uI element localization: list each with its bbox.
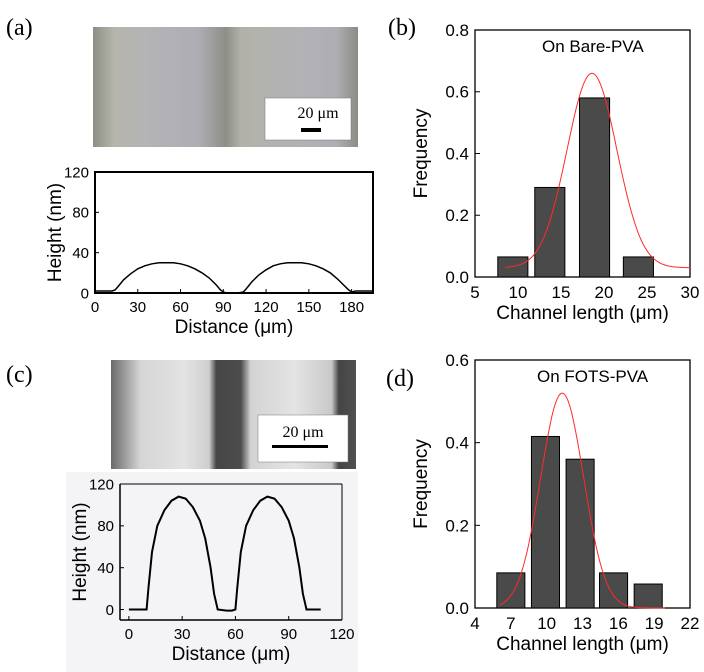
y-tick-label: 120: [64, 164, 89, 181]
x-tick-label: 22: [681, 614, 700, 633]
scale-bar-label-c: 20 μm: [282, 424, 324, 441]
y-tick-label: 0.6: [445, 83, 469, 102]
panel-label-b: (b): [388, 15, 416, 41]
micrograph-a: 20 μm: [93, 27, 358, 147]
x-tick-label: 4: [470, 614, 479, 633]
x-axis-label: Channel length (μm): [496, 634, 669, 655]
gaussian-fit-curve: [505, 72, 691, 269]
plot-frame: [94, 171, 374, 294]
height-profile-line: [128, 495, 321, 612]
x-tick-label: 90: [280, 626, 297, 643]
x-tick-label: 10: [537, 614, 556, 633]
y-axis-label: Frequency: [411, 439, 432, 529]
x-tick-label: 25: [638, 283, 657, 302]
x-tick-label: 13: [573, 614, 592, 633]
panel-label-c: (c): [6, 362, 33, 388]
y-tick-label: 0.0: [445, 599, 469, 618]
micrograph-c: 20 μm: [111, 360, 356, 469]
x-tick-label: 5: [470, 283, 479, 302]
x-tick-label: 90: [215, 299, 232, 316]
y-tick-label: 0.4: [445, 434, 469, 453]
y-tick-label: 0: [81, 285, 89, 302]
histogram-bar: [496, 572, 526, 609]
x-tick-label: 10: [509, 283, 528, 302]
x-tick-label: 60: [227, 626, 244, 643]
y-tick-label: 0.6: [445, 351, 469, 370]
x-tick-label: 20: [595, 283, 614, 302]
x-tick-label: 15: [552, 283, 571, 302]
panel-label-d: (d): [386, 366, 414, 392]
gaussian-fit-curve: [499, 392, 665, 609]
histogram-bar: [530, 435, 561, 609]
y-tick-label: 0.2: [445, 206, 469, 225]
x-axis-label: Channel length (μm): [496, 303, 669, 324]
y-tick-label: 80: [72, 205, 89, 222]
x-tick-label: 60: [172, 299, 189, 316]
chart-b: 5 10 15 20 25 30 0.0 0.2 0.4 0.6 0.8 Channel length…: [411, 21, 699, 324]
scale-bar-box-c: [257, 414, 349, 463]
scale-bar-c: [272, 445, 328, 448]
histogram-bar: [599, 572, 629, 609]
y-tick-label: 120: [89, 476, 114, 493]
histogram-bar: [578, 97, 611, 278]
x-tick-label: 180: [339, 299, 364, 316]
x-tick-label: 19: [645, 614, 664, 633]
y-tick-label: 0.8: [445, 21, 469, 40]
y-tick-label: 40: [97, 560, 114, 577]
y-axis-label: Frequency: [411, 108, 432, 198]
scale-bar-box-a: [264, 97, 352, 141]
scale-bar-a: [301, 128, 321, 132]
histogram-bar: [622, 256, 654, 278]
y-tick-label: 80: [97, 518, 114, 535]
x-tick-label: 120: [254, 299, 279, 316]
y-tick-label: 0.4: [445, 144, 469, 163]
histogram-bar: [565, 458, 595, 609]
x-tick-label: 16: [609, 614, 628, 633]
x-axis-label: Distance (μm): [172, 644, 291, 665]
y-axis-label: Height (nm): [70, 502, 91, 601]
chart-annotation: On Bare-PVA: [542, 37, 644, 56]
y-tick-label: 0: [106, 602, 114, 619]
height-profile-line: [95, 262, 373, 294]
y-tick-label: 40: [72, 245, 89, 262]
x-tick-label: 30: [129, 299, 146, 316]
y-tick-label: 0.0: [445, 268, 469, 287]
histogram-bar: [633, 583, 663, 609]
chart-c: 0 30 60 90 120 0 40 80 120 Distance (μm) Height (n…: [70, 476, 355, 665]
chart-d: 4 7 10 13 16 19 22 0.0 0.2 0.4 0.6 Channel length (…: [411, 351, 699, 655]
scale-bar-label-a: 20 μm: [297, 105, 339, 122]
x-tick-label: 7: [506, 614, 515, 633]
x-axis-label: Distance (μm): [175, 317, 294, 338]
x-tick-label: 30: [681, 283, 700, 302]
chart-annotation: On FOTS-PVA: [537, 367, 649, 386]
panel-label-a: (a): [6, 15, 33, 41]
x-tick-label: 0: [91, 299, 99, 316]
x-tick-label: 120: [329, 626, 354, 643]
x-tick-label: 0: [125, 626, 133, 643]
histogram-bar: [534, 186, 566, 278]
x-tick-label: 30: [174, 626, 191, 643]
x-tick-label: 150: [296, 299, 321, 316]
y-tick-label: 0.2: [445, 516, 469, 535]
y-axis-label: Height (nm): [45, 183, 66, 282]
